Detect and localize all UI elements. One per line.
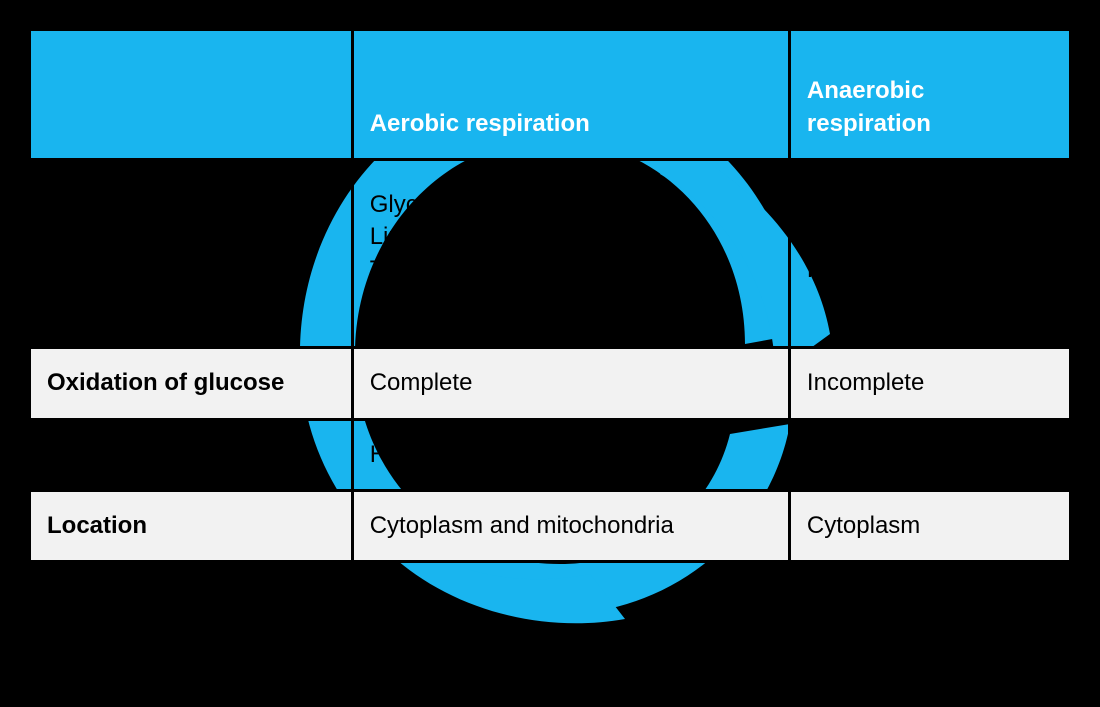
row-products: Products CO2, H2O Yeast: CO2, ethanolMam…	[30, 562, 1071, 678]
cell-aerobic-oxidation: Complete	[352, 348, 789, 419]
row-oxidation: Oxidation of glucose Complete Incomplete	[30, 348, 1071, 419]
row-location: Location Cytoplasm and mitochondria Cyto…	[30, 490, 1071, 561]
row-atp: Total ATP produced High (~36) Low (2)	[30, 419, 1071, 490]
header-row: Aerobic respiration Anaerobic respiratio…	[30, 30, 1071, 160]
cell-anaerobic-location: Cytoplasm	[789, 490, 1070, 561]
row-label: Products	[30, 562, 353, 678]
cell-aerobic-location: Cytoplasm and mitochondria	[352, 490, 789, 561]
row-label: Stages	[30, 160, 353, 348]
cell-anaerobic-oxidation: Incomplete	[789, 348, 1070, 419]
header-aerobic: Aerobic respiration	[352, 30, 789, 160]
cell-aerobic-atp: High (~36)	[352, 419, 789, 490]
cell-anaerobic-stages: Glycolysis Fermentation	[789, 160, 1070, 348]
comparison-table-container: Aerobic respiration Anaerobic respiratio…	[28, 28, 1072, 679]
respiration-comparison-table: Aerobic respiration Anaerobic respiratio…	[28, 28, 1072, 679]
header-blank	[30, 30, 353, 160]
row-stages: Stages Glycolysis Link reaction The Kreb…	[30, 160, 1071, 348]
cell-aerobic-stages: Glycolysis Link reaction The Krebs cycle…	[352, 160, 789, 348]
header-anaerobic: Anaerobic respiration	[789, 30, 1070, 160]
row-label: Location	[30, 490, 353, 561]
cell-anaerobic-atp: Low (2)	[789, 419, 1070, 490]
cell-aerobic-products: CO2, H2O	[352, 562, 789, 678]
row-label: Total ATP produced	[30, 419, 353, 490]
row-label: Oxidation of glucose	[30, 348, 353, 419]
cell-anaerobic-products: Yeast: CO2, ethanolMammals: Lactate	[789, 562, 1070, 678]
